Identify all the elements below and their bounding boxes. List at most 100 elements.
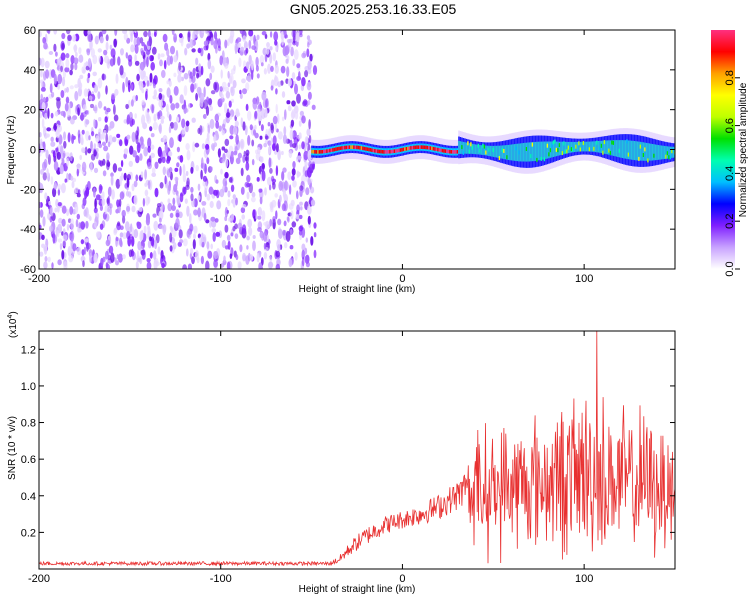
colorbar-tick-label: 0.2 <box>724 214 736 229</box>
heatmap-cell <box>251 70 254 80</box>
heatmap-cell <box>187 263 192 269</box>
heatmap-cell <box>627 140 630 160</box>
heatmap-cell <box>307 99 311 106</box>
heatmap-cell <box>71 181 75 189</box>
heatmap-cell <box>527 142 529 162</box>
heatmap-cell <box>506 155 508 160</box>
heatmap-cell <box>269 53 273 64</box>
heatmap-cell <box>295 32 300 43</box>
heatmap-cell <box>181 76 184 82</box>
heatmap-cell <box>486 145 489 156</box>
heatmap-cell <box>221 239 227 249</box>
heatmap-cell <box>120 48 124 56</box>
heatmap-cell <box>223 255 226 263</box>
heatmap-cell <box>121 73 126 79</box>
heatmap-cell <box>157 246 161 255</box>
heatmap-cell <box>234 233 239 240</box>
heatmap-cell <box>299 110 304 117</box>
heatmap-cell <box>175 116 180 123</box>
heatmap-cell <box>115 260 119 266</box>
heatmap-cell <box>357 145 360 150</box>
heatmap-cell <box>257 215 262 220</box>
heatmap-cell <box>230 232 234 237</box>
heatmap-cell <box>474 144 477 155</box>
heatmap-cell <box>320 150 322 154</box>
heatmap-cell <box>201 143 205 150</box>
heatmap-cell <box>45 133 50 138</box>
heatmap-cell <box>63 140 67 149</box>
heatmap-cell <box>614 140 616 157</box>
heatmap-cell <box>632 140 634 160</box>
heatmap-cell <box>211 220 217 228</box>
heatmap-cell <box>193 83 197 90</box>
heatmap-cell <box>177 199 181 205</box>
heatmap-cell <box>438 148 441 152</box>
heatmap-cell <box>73 188 77 195</box>
heatmap-cell <box>44 112 48 120</box>
heatmap-cell <box>662 145 664 160</box>
heatmap-cell <box>554 139 556 144</box>
heatmap-cell <box>558 143 561 148</box>
heatmap-cell <box>371 148 373 152</box>
heatmap-cell <box>90 48 95 58</box>
heatmap-cell <box>74 203 79 214</box>
heatmap-cell <box>206 193 211 201</box>
heatmap-cell <box>244 156 248 162</box>
heatmap-cell <box>42 161 47 171</box>
heatmap-cell <box>78 82 83 90</box>
heatmap-cell <box>588 147 591 152</box>
heatmap-cell <box>106 152 110 161</box>
heatmap-cell <box>275 210 278 220</box>
heatmap-cell <box>198 63 202 72</box>
heatmap-cell <box>377 149 379 154</box>
heatmap-cell <box>156 203 162 208</box>
heatmap-cell <box>55 51 58 57</box>
heatmap-cell <box>215 231 221 237</box>
heatmap-cell <box>312 149 315 154</box>
heatmap-cell <box>298 144 301 150</box>
heatmap-cell <box>259 54 265 65</box>
heatmap-cell <box>263 242 267 250</box>
heatmap-cell <box>599 140 601 153</box>
heatmap-cell <box>85 110 90 115</box>
heatmap-cell <box>46 127 52 132</box>
heatmap-cell <box>615 140 618 157</box>
heatmap-cell <box>435 147 438 152</box>
heatmap-cell <box>488 147 490 152</box>
heatmap-cell <box>275 165 279 177</box>
heatmap-cell <box>165 183 169 189</box>
heatmap-cell <box>243 41 248 50</box>
heatmap-cell <box>540 156 543 161</box>
heatmap-cell <box>137 240 142 251</box>
heatmap-cell <box>306 48 310 58</box>
heatmap-cell <box>428 146 430 150</box>
heatmap-cell <box>609 140 612 156</box>
heatmap-cell <box>41 101 46 112</box>
heatmap-cell <box>545 141 547 159</box>
heatmap-cell <box>205 105 210 116</box>
heatmap-cell <box>432 146 435 151</box>
heatmap-cell <box>116 199 120 208</box>
heatmap-cell <box>88 135 91 141</box>
heatmap-cell <box>247 110 252 121</box>
heatmap-cell <box>116 133 121 138</box>
heatmap-cell <box>87 72 91 79</box>
heatmap-cell <box>77 107 80 116</box>
heatmap-cell <box>203 212 207 222</box>
heatmap-cell <box>280 65 286 74</box>
heatmap-cell <box>310 186 315 194</box>
heatmap-cell <box>651 144 654 161</box>
heatmap-cell <box>164 175 167 185</box>
y-tick-label: 1.2 <box>21 344 36 356</box>
heatmap-cell <box>132 150 137 158</box>
heatmap-cell <box>582 141 585 152</box>
heatmap-cell <box>229 253 233 259</box>
heatmap-cell <box>105 133 108 144</box>
heatmap-cell <box>183 85 188 96</box>
heatmap-cell <box>182 172 187 183</box>
heatmap-cell <box>375 149 378 153</box>
heatmap-cell <box>78 222 82 230</box>
heatmap-cell <box>288 203 294 210</box>
heatmap-cell <box>153 89 157 97</box>
heatmap-cell <box>91 131 95 137</box>
